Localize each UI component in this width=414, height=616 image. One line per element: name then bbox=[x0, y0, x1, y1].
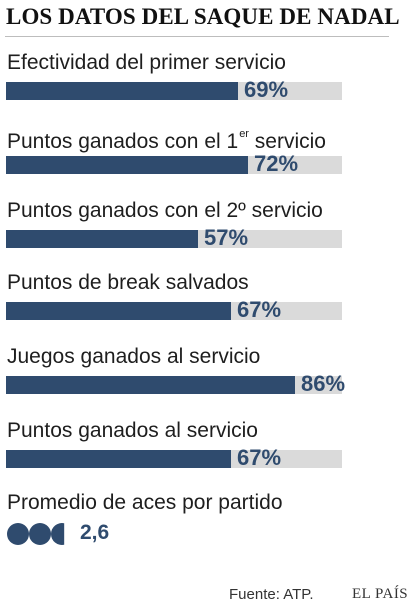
aces-value: 2,6 bbox=[80, 521, 110, 544]
bar bbox=[6, 450, 231, 468]
title-divider bbox=[5, 36, 389, 37]
bar-value-label: 86% bbox=[301, 371, 346, 396]
bar bbox=[6, 376, 295, 394]
stat-label: Puntos ganados con el 1er servicio bbox=[7, 124, 326, 155]
stat-label: Puntos ganados con el 2º servicio bbox=[7, 198, 323, 224]
stat-row: Puntos de break salvados 67% bbox=[0, 270, 414, 340]
tennis-ball-icon bbox=[7, 523, 29, 545]
bar bbox=[6, 302, 231, 320]
stat-label-text: Juegos ganados al servicio bbox=[7, 345, 261, 368]
stat-row: Puntos ganados con el 2º servicio 57% bbox=[0, 198, 414, 268]
stat-row: Puntos ganados con el 1er servicio 72% bbox=[0, 124, 414, 194]
bar-value-label: 69% bbox=[244, 77, 289, 102]
stat-label: Efectividad del primer servicio bbox=[7, 50, 286, 76]
aces-label: Promedio de aces por partido bbox=[7, 491, 283, 514]
bar bbox=[6, 156, 248, 174]
tennis-ball-icon bbox=[29, 523, 51, 545]
stat-row: Puntos ganados al servicio 67% bbox=[0, 418, 414, 488]
stat-label-text-after: servicio bbox=[248, 130, 326, 153]
stat-label-text: Puntos ganados con el 1 bbox=[7, 130, 239, 153]
stat-label: Juegos ganados al servicio bbox=[7, 344, 260, 370]
stat-row: Juegos ganados al servicio 86% bbox=[0, 344, 414, 414]
bar bbox=[6, 230, 198, 248]
bar-value-label: 67% bbox=[237, 445, 282, 470]
bar-track bbox=[6, 302, 342, 320]
bar-track bbox=[6, 230, 342, 248]
bar-track bbox=[6, 156, 342, 174]
stat-label: Puntos ganados al servicio bbox=[7, 418, 258, 444]
chart-title: LOS DATOS DEL SAQUE DE NADAL bbox=[6, 4, 400, 29]
bar-track bbox=[6, 450, 342, 468]
stat-label-text: Puntos ganados con el 2º servicio bbox=[7, 199, 323, 222]
stat-label: Puntos de break salvados bbox=[7, 270, 249, 296]
stat-row: Efectividad del primer servicio 69% bbox=[0, 50, 414, 120]
stat-label-text: Efectividad del primer servicio bbox=[7, 51, 286, 74]
tennis-ball-icon bbox=[51, 523, 65, 545]
stat-label-text: Puntos ganados al servicio bbox=[7, 419, 258, 442]
stat-label-superscript: er bbox=[239, 128, 249, 140]
aces-pictogram bbox=[7, 523, 65, 545]
brand-logo: EL PAÍS bbox=[352, 586, 409, 602]
bar-value-label: 67% bbox=[237, 297, 282, 322]
aces-block: Promedio de aces por partido 2,6 bbox=[0, 490, 414, 550]
bar-value-label: 57% bbox=[204, 225, 249, 250]
bar bbox=[6, 82, 238, 100]
bar-track bbox=[6, 82, 342, 100]
bar-track bbox=[6, 376, 342, 394]
source-note: Fuente: ATP. bbox=[229, 586, 314, 603]
bar-value-label: 72% bbox=[254, 151, 299, 176]
stat-label-text: Puntos de break salvados bbox=[7, 271, 249, 294]
